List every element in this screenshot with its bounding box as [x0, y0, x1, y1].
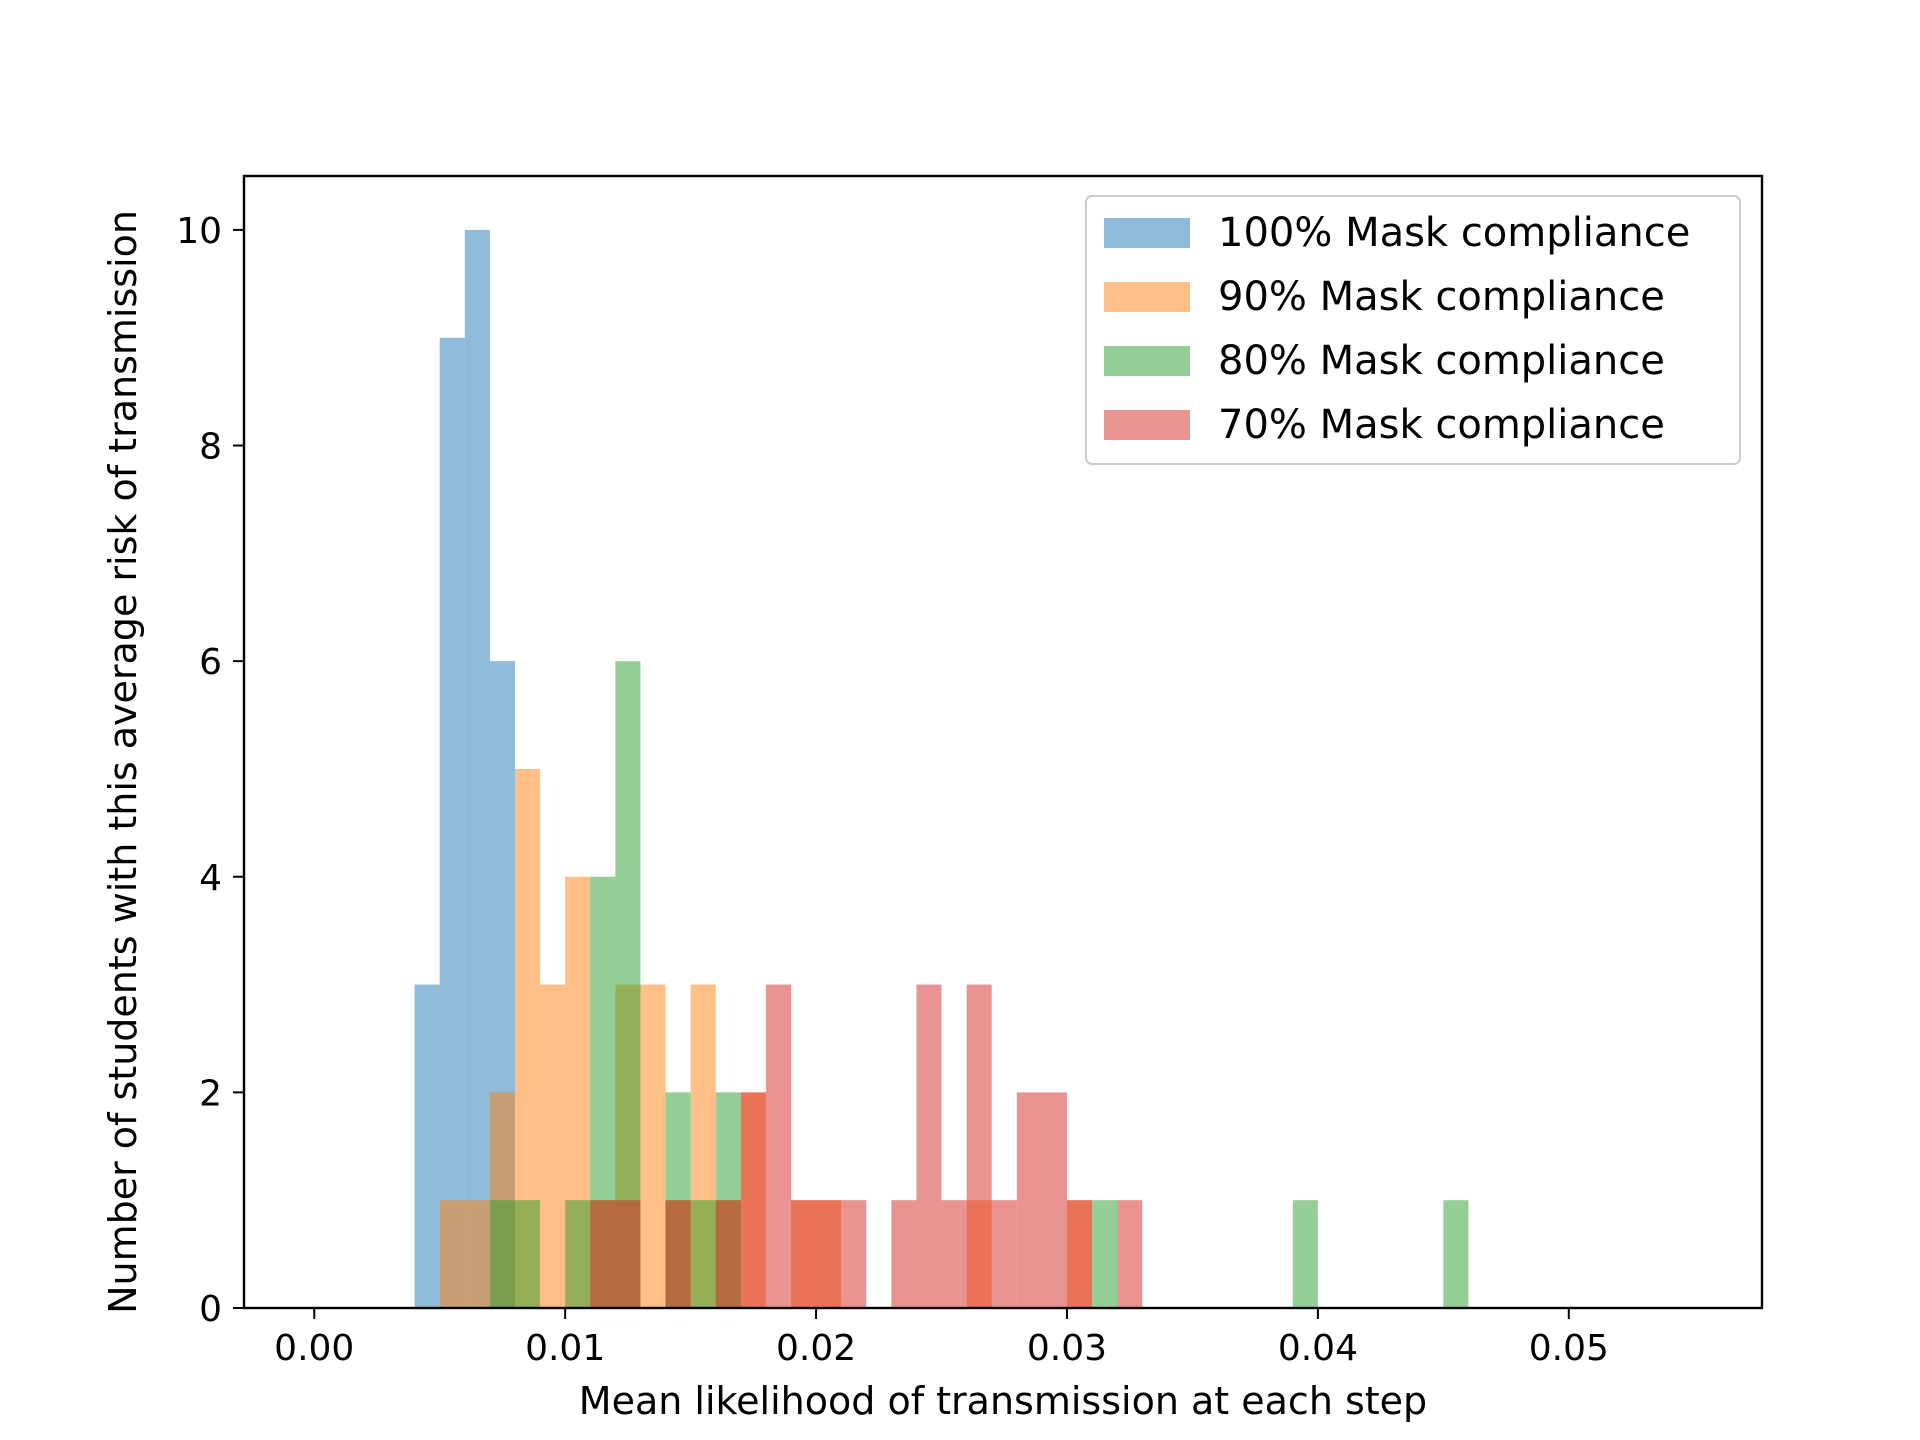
legend-swatch — [1104, 218, 1190, 248]
y-tick-label: 4 — [199, 858, 222, 899]
histogram-bar — [1117, 1200, 1143, 1308]
histogram-bar — [464, 229, 490, 1308]
x-tick-label: 0.03 — [1027, 1328, 1107, 1369]
histogram-bar — [891, 1200, 917, 1308]
y-axis-title: Number of students with this average ris… — [101, 210, 145, 1314]
legend-swatch — [1104, 282, 1190, 312]
histogram-bar — [690, 1200, 716, 1308]
y-tick-label: 2 — [199, 1073, 222, 1114]
histogram-bar — [1016, 1092, 1042, 1308]
histogram-bar — [439, 337, 465, 1309]
histogram-bar — [1066, 1200, 1093, 1308]
y-tick-label: 10 — [176, 211, 222, 252]
histogram-bar — [640, 984, 666, 1308]
histogram-bar — [740, 1092, 766, 1308]
histogram-bar — [1292, 1200, 1318, 1308]
x-tick-label: 0.04 — [1278, 1328, 1358, 1369]
histogram-bar — [966, 984, 992, 1308]
y-tick-label: 6 — [199, 642, 222, 683]
legend-swatch — [1104, 346, 1190, 376]
histogram-bar — [941, 1200, 967, 1308]
legend-swatch — [1104, 410, 1190, 440]
histogram-bar — [540, 984, 566, 1308]
histogram-bar — [439, 1200, 465, 1308]
legend-entries: 100% Mask compliance 90% Mask compliance 8… — [1104, 210, 1690, 448]
x-tick-label: 0.05 — [1529, 1328, 1609, 1369]
legend-label: 100% Mask compliance — [1218, 210, 1690, 256]
histogram-bar — [765, 984, 791, 1308]
histogram-bar — [790, 1200, 817, 1308]
histogram-bar — [464, 1200, 490, 1308]
histogram-bar — [565, 1200, 591, 1308]
x-tick-label: 0.01 — [525, 1328, 605, 1369]
histogram-bar — [514, 1200, 541, 1308]
y-tick-label: 0 — [199, 1289, 222, 1330]
legend-label: 90% Mask compliance — [1218, 274, 1665, 320]
histogram-bar — [665, 1200, 691, 1308]
histogram-bar — [991, 1200, 1017, 1308]
legend-label: 70% Mask compliance — [1218, 402, 1665, 448]
series-4-bars — [590, 984, 1143, 1308]
histogram-bar — [916, 984, 942, 1308]
y-axis-ticks: 0 2 4 6 8 10 — [176, 211, 244, 1330]
legend-box — [1085, 195, 1741, 465]
x-tick-label: 0.02 — [776, 1328, 856, 1369]
histogram-bar — [715, 1200, 741, 1308]
histogram-bar — [414, 984, 440, 1308]
x-axis-title: Mean likelihood of transmission at each … — [579, 1379, 1427, 1423]
x-tick-label: 0.00 — [274, 1328, 354, 1369]
legend-label: 80% Mask compliance — [1218, 338, 1665, 384]
histogram-bar — [489, 1200, 515, 1308]
histogram-bar — [615, 1200, 641, 1308]
histogram-bar — [1443, 1200, 1469, 1308]
histogram-bar — [816, 1200, 842, 1308]
histogram-bar — [590, 1200, 616, 1308]
x-axis-ticks: 0.00 0.01 0.02 0.03 0.04 0.05 — [274, 1308, 1609, 1369]
legend: 100% Mask compliance 90% Mask compliance 8… — [1085, 195, 1741, 465]
histogram-bar — [1092, 1200, 1118, 1308]
plot-frame — [242, 174, 1764, 1310]
y-tick-label: 8 — [199, 427, 222, 468]
histogram-bars — [414, 229, 1469, 1309]
histogram-bar — [841, 1200, 867, 1308]
histogram-bar — [1041, 1092, 1067, 1308]
